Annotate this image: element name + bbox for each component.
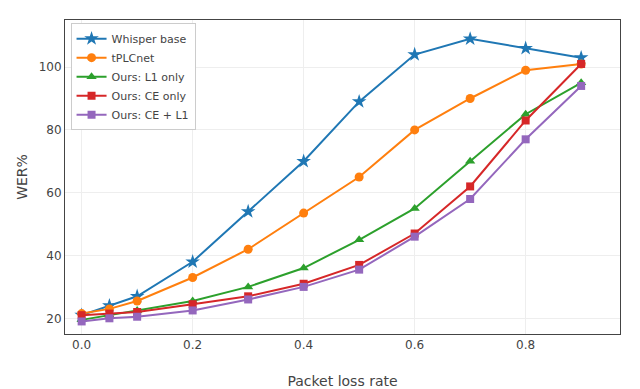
svg-text:Whisper base: Whisper base [112, 33, 187, 46]
svg-text:0.2: 0.2 [183, 338, 202, 352]
svg-text:0.0: 0.0 [72, 338, 91, 352]
svg-text:Packet loss rate: Packet loss rate [287, 373, 397, 389]
svg-text:40: 40 [46, 249, 61, 263]
svg-text:60: 60 [46, 186, 61, 200]
svg-text:0.6: 0.6 [405, 338, 424, 352]
svg-text:0.8: 0.8 [516, 338, 535, 352]
svg-text:WER%: WER% [14, 154, 30, 200]
svg-text:Ours: CE + L1: Ours: CE + L1 [112, 109, 189, 122]
svg-text:tPLCnet: tPLCnet [112, 52, 155, 65]
svg-text:80: 80 [46, 123, 61, 137]
svg-text:20: 20 [46, 312, 61, 326]
svg-text:0.4: 0.4 [294, 338, 313, 352]
svg-text:Ours: L1 only: Ours: L1 only [112, 71, 185, 84]
svg-text:100: 100 [39, 60, 62, 74]
svg-text:Ours: CE only: Ours: CE only [112, 90, 187, 103]
